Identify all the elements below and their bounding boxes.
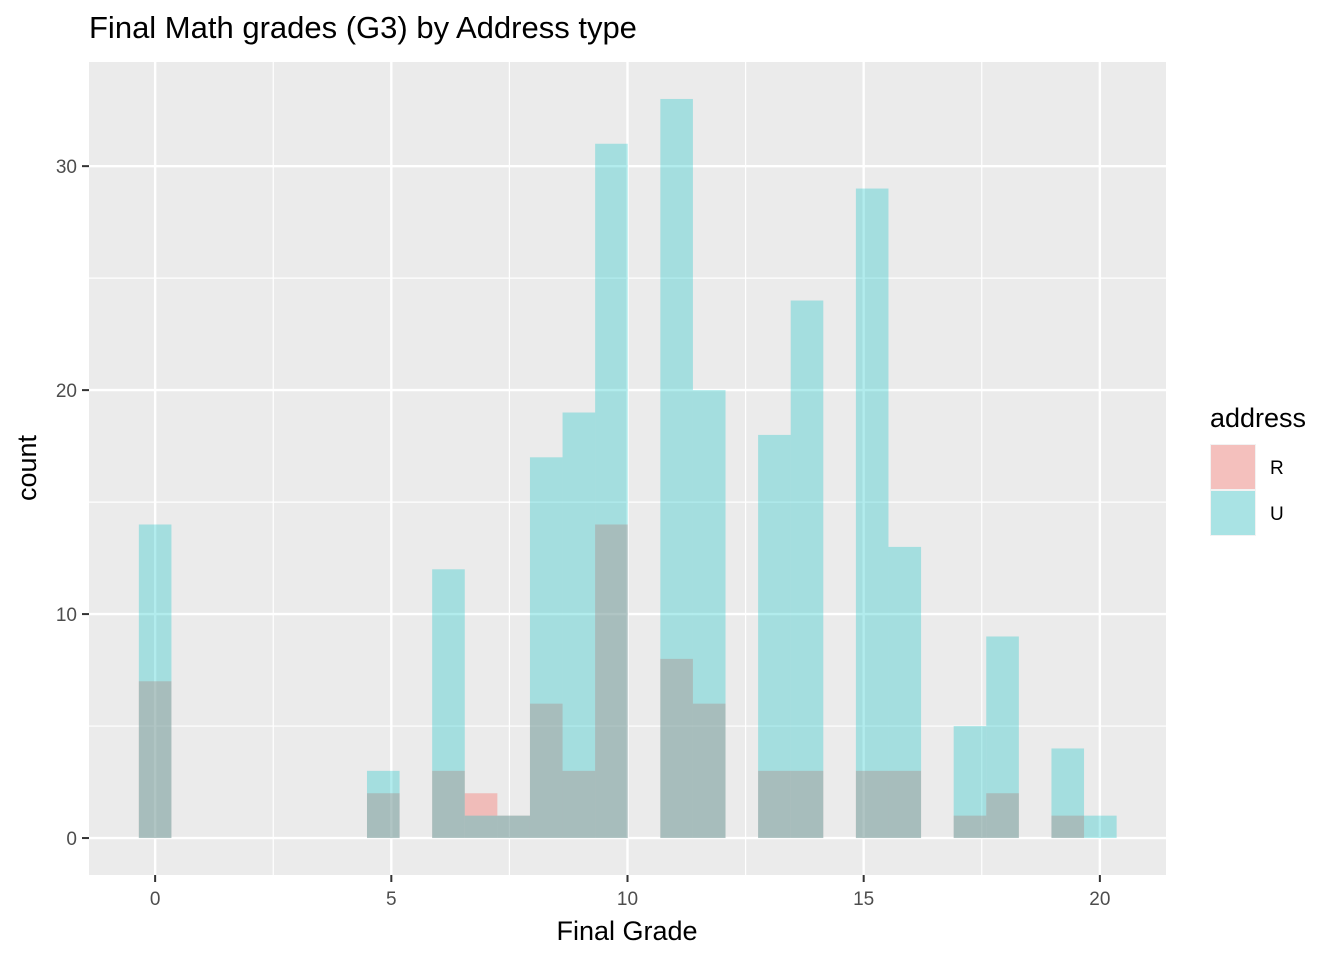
x-tick-label: 0 xyxy=(150,889,161,910)
bar-r xyxy=(529,703,563,839)
bar-u xyxy=(366,770,400,839)
x-tick-label: 5 xyxy=(386,889,397,910)
x-tick-label: 20 xyxy=(1089,889,1110,910)
bar-r xyxy=(790,770,824,839)
legend-title: address xyxy=(1210,403,1306,433)
bar-u xyxy=(138,524,172,839)
bar-u xyxy=(758,434,791,839)
bar-u xyxy=(1051,748,1085,839)
bar-r xyxy=(1051,815,1085,839)
bar-u xyxy=(790,300,824,839)
bar-u xyxy=(855,188,889,839)
bar-r xyxy=(855,770,889,839)
y-axis-title: count xyxy=(12,434,42,501)
legend-label-r: R xyxy=(1270,458,1284,479)
bar-u xyxy=(464,815,498,839)
bar-u xyxy=(660,98,693,839)
bar-u xyxy=(497,815,530,839)
bar-r xyxy=(595,524,628,839)
legend-key-u-swatch xyxy=(1211,491,1255,535)
legend-key-r-swatch xyxy=(1211,445,1255,489)
bar-r xyxy=(953,815,987,839)
bar-r xyxy=(758,770,791,839)
bar-r xyxy=(888,770,922,839)
bar-r xyxy=(562,770,596,839)
bar-r xyxy=(692,703,726,839)
bar-r xyxy=(138,681,172,839)
bar-r xyxy=(366,793,400,839)
x-tick-label: 15 xyxy=(853,889,874,910)
bar-r xyxy=(986,793,1019,839)
series-r-bars xyxy=(138,524,1085,839)
x-axis-title: Final Grade xyxy=(556,916,697,946)
bar-u xyxy=(953,726,987,839)
chart-title: Final Math grades (G3) by Address type xyxy=(89,10,637,45)
bar-u xyxy=(692,390,726,839)
y-tick-label: 10 xyxy=(56,605,77,626)
bar-u xyxy=(888,546,922,839)
x-axis: 0 5 10 15 20 xyxy=(150,875,1110,910)
y-tick-label: 0 xyxy=(66,829,77,850)
y-tick-label: 30 xyxy=(56,157,77,178)
y-tick-label: 20 xyxy=(56,381,77,402)
bar-u xyxy=(562,412,596,839)
legend: address R U xyxy=(1210,403,1306,536)
y-axis: 0 10 20 30 xyxy=(56,157,89,850)
bar-u xyxy=(529,457,563,839)
bar-r xyxy=(432,770,465,839)
legend-key-r-bg xyxy=(1210,444,1256,490)
bar-r xyxy=(497,815,530,839)
bar-u xyxy=(1084,815,1117,839)
legend-key-u-bg xyxy=(1210,490,1256,536)
bar-u xyxy=(595,143,628,839)
legend-label-u: U xyxy=(1270,504,1284,525)
x-tick-label: 10 xyxy=(617,889,638,910)
bar-r xyxy=(464,793,498,839)
bar-r xyxy=(660,658,693,839)
bar-u xyxy=(432,569,465,839)
bar-u xyxy=(986,636,1019,839)
series-u-bars xyxy=(138,98,1117,839)
grid-major xyxy=(89,62,1166,875)
